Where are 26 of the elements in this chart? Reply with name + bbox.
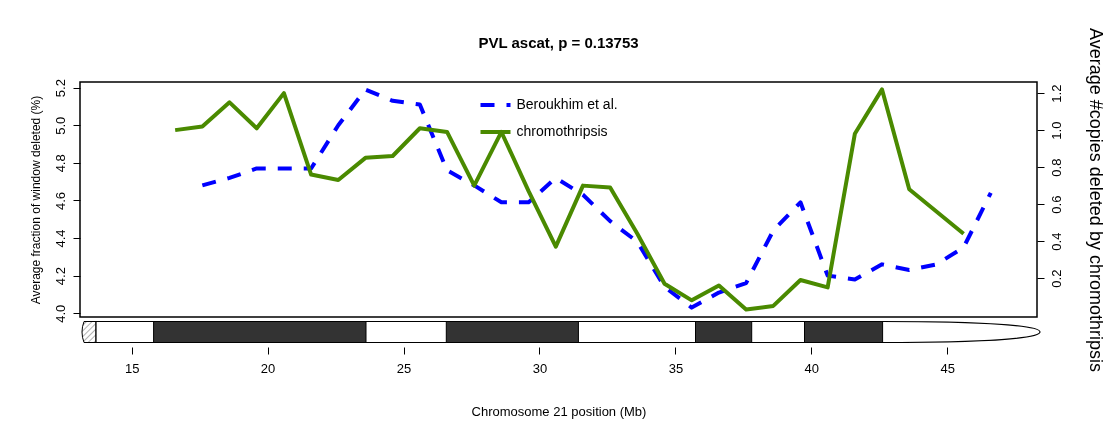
- x-tick-label: 35: [668, 360, 684, 376]
- legend-label: Beroukhim et al.: [516, 96, 618, 112]
- x-axis-title: Chromosome 21 position (Mb): [471, 403, 647, 419]
- x-tick-label: 15: [124, 360, 140, 376]
- chart-title: PVL ascat, p = 0.13753: [477, 34, 640, 51]
- x-tick-label: 20: [260, 360, 276, 376]
- y-tick-label: 5.0: [52, 116, 68, 135]
- y2-tick-label: 1.0: [1048, 121, 1064, 140]
- x-tick-label: 40: [804, 360, 820, 376]
- y-tick-label: 4.8: [52, 154, 68, 173]
- y2-tick-label: 0.8: [1048, 158, 1064, 177]
- y-tick-label: 4.6: [52, 191, 68, 210]
- x-tick-label: 30: [532, 360, 548, 376]
- y-tick-label: 4.4: [52, 229, 68, 248]
- x-tick-label: 45: [940, 360, 956, 376]
- y2-tick-label: 1.2: [1048, 84, 1064, 103]
- y2-tick-label: 0.2: [1048, 269, 1064, 288]
- y-axis-title: Average fraction of window deleted (%): [28, 95, 43, 305]
- y-tick-label: 4.2: [52, 267, 68, 286]
- y-tick-label: 5.2: [52, 79, 68, 98]
- y2-axis-title: Average #copies deleted by chromothripsis: [1085, 28, 1106, 372]
- x-tick-label: 25: [396, 360, 412, 376]
- y2-tick-label: 0.6: [1048, 195, 1064, 214]
- y-tick-label: 4.0: [52, 304, 68, 323]
- legend-label: chromothripsis: [516, 123, 608, 139]
- y2-tick-label: 0.4: [1048, 232, 1064, 251]
